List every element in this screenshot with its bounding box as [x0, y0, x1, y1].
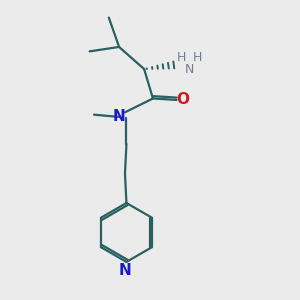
Text: N: N	[185, 62, 194, 76]
Text: N: N	[113, 109, 125, 124]
Text: O: O	[176, 92, 190, 107]
Text: H: H	[193, 51, 202, 64]
Text: H: H	[177, 51, 187, 64]
Text: N: N	[118, 262, 131, 278]
